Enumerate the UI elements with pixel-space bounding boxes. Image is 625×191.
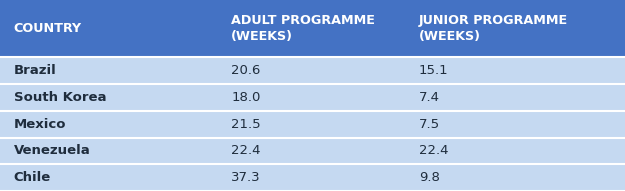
Text: 15.1: 15.1: [419, 64, 448, 77]
Text: 7.5: 7.5: [419, 118, 440, 131]
Bar: [0, 84, 625, 111]
Text: 18.0: 18.0: [231, 91, 261, 104]
Text: Brazil: Brazil: [14, 64, 56, 77]
Bar: [0, 111, 625, 138]
Text: JUNIOR PROGRAMME
(WEEKS): JUNIOR PROGRAMME (WEEKS): [419, 14, 568, 43]
Text: 21.5: 21.5: [231, 118, 261, 131]
Bar: [0, 57, 625, 84]
Text: Mexico: Mexico: [14, 118, 66, 131]
Text: Chile: Chile: [14, 171, 51, 184]
Text: 20.6: 20.6: [231, 64, 261, 77]
Text: Venezuela: Venezuela: [14, 144, 91, 157]
Text: ADULT PROGRAMME
(WEEKS): ADULT PROGRAMME (WEEKS): [231, 14, 375, 43]
Text: 22.4: 22.4: [419, 144, 448, 157]
Text: 22.4: 22.4: [231, 144, 261, 157]
Text: 37.3: 37.3: [231, 171, 261, 184]
Bar: [0, 138, 625, 164]
Text: COUNTRY: COUNTRY: [14, 22, 82, 35]
Text: 7.4: 7.4: [419, 91, 440, 104]
Text: South Korea: South Korea: [14, 91, 106, 104]
Bar: [0, 0, 625, 57]
Text: 9.8: 9.8: [419, 171, 439, 184]
Bar: [0, 164, 625, 191]
